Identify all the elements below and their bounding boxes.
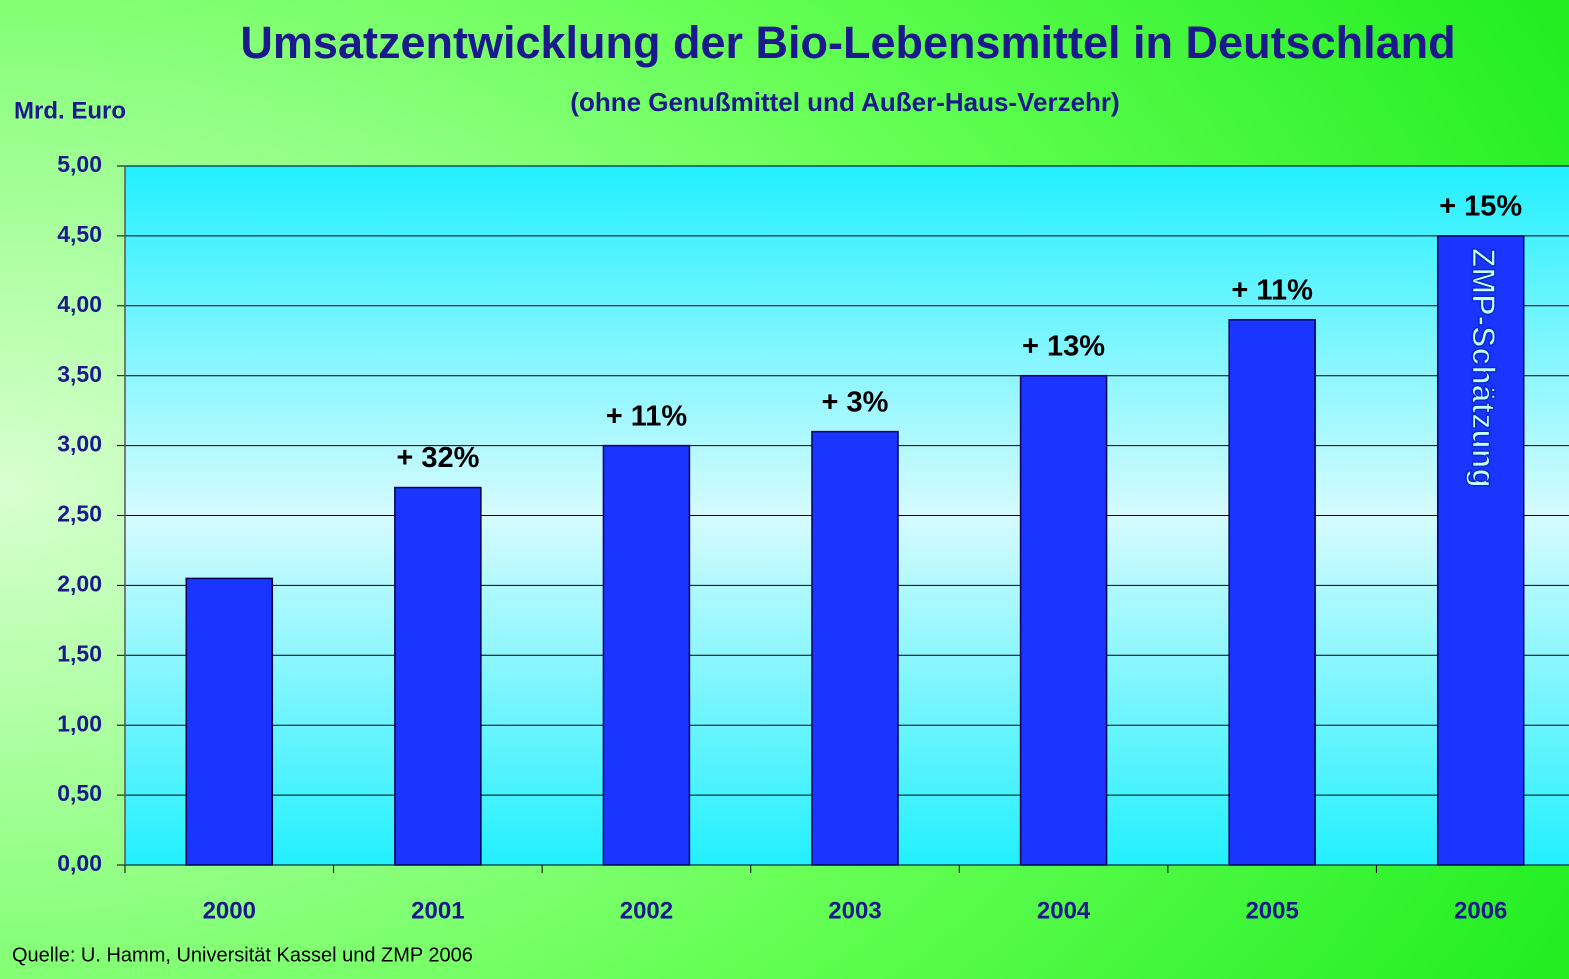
bar-note: ZMP-Schätzung <box>1465 248 1501 488</box>
y-tick-label: 5,00 <box>57 151 102 177</box>
bar-annotation: + 11% <box>606 400 688 432</box>
x-tick-label: 2002 <box>620 897 673 924</box>
bar-annotation: + 15% <box>1439 191 1522 223</box>
bar-annotation: + 32% <box>396 442 479 474</box>
x-tick-label: 2005 <box>1245 897 1298 924</box>
y-tick-label: 0,00 <box>57 850 102 876</box>
y-tick-label: 1,50 <box>57 640 102 666</box>
bar-annotation: + 11% <box>1231 274 1313 306</box>
y-tick-label: 4,50 <box>57 221 102 247</box>
bar-annotation: + 13% <box>1022 330 1105 362</box>
y-axis-label: Mrd. Euro <box>14 97 126 124</box>
chart-subtitle: (ohne Genußmittel und Außer-Haus-Verzehr… <box>570 87 1119 117</box>
y-tick-label: 3,00 <box>57 431 102 457</box>
bar-annotation: + 3% <box>822 386 889 418</box>
bar <box>602 444 691 866</box>
x-tick-label: 2006 <box>1454 897 1507 924</box>
x-tick-label: 2003 <box>828 897 881 924</box>
y-tick-label: 4,00 <box>57 291 102 317</box>
y-tick-label: 2,00 <box>57 570 102 596</box>
x-tick-label: 2001 <box>411 897 464 924</box>
y-tick-label: 1,00 <box>57 710 102 736</box>
bar <box>1019 374 1108 866</box>
chart-title: Umsatzentwicklung der Bio-Lebensmittel i… <box>240 17 1455 68</box>
bar <box>1436 235 1525 866</box>
bar <box>394 486 482 866</box>
bar <box>811 430 899 866</box>
x-tick-label: 2000 <box>203 897 256 924</box>
bar <box>1228 319 1316 866</box>
bar <box>185 577 274 866</box>
y-tick-label: 2,50 <box>57 501 102 527</box>
y-tick-label: 3,50 <box>57 361 102 387</box>
x-tick-label: 2004 <box>1037 897 1091 924</box>
y-tick-label: 0,50 <box>57 780 102 806</box>
source: Quelle: U. Hamm, Universität Kassel und … <box>12 944 473 966</box>
